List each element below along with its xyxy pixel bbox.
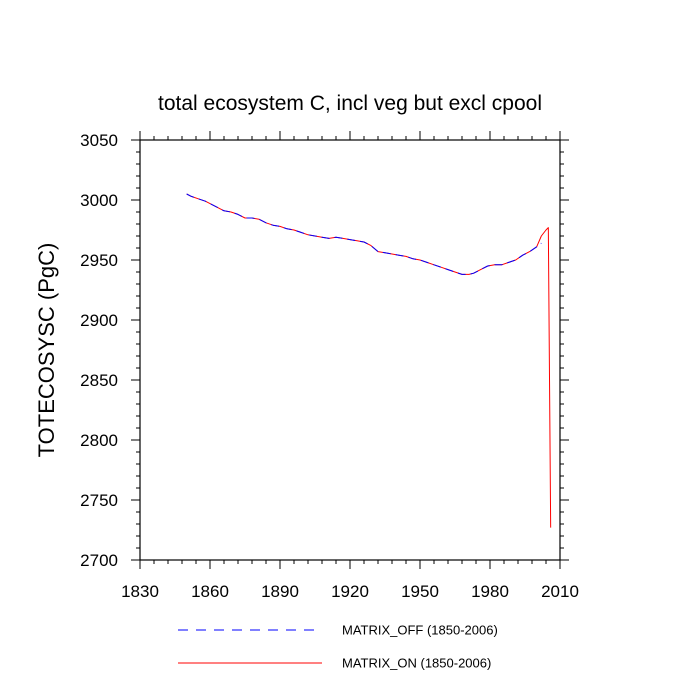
y-tick-label: 2950 bbox=[80, 251, 118, 270]
x-tick-label: 1920 bbox=[331, 582, 369, 601]
series-line-matrix-off bbox=[186, 193, 542, 275]
series-line-matrix-on bbox=[186, 193, 552, 528]
y-tick-label: 2900 bbox=[80, 311, 118, 330]
legend: MATRIX_OFF (1850-2006) MATRIX_ON (1850-2… bbox=[178, 623, 498, 671]
y-tick-label: 3050 bbox=[80, 131, 118, 150]
x-tick-label: 1950 bbox=[401, 582, 439, 601]
legend-label-matrix-on: MATRIX_ON (1850-2006) bbox=[342, 656, 491, 671]
x-tick-label: 1830 bbox=[121, 582, 159, 601]
chart-title: total ecosystem C, incl veg but excl cpo… bbox=[158, 92, 542, 115]
x-tick-label: 2010 bbox=[541, 582, 579, 601]
y-axis-label: TOTECOSYSC (PgC) bbox=[34, 243, 59, 458]
y-tick-labels: 2700 2750 2800 2850 2900 2950 3000 3050 bbox=[80, 131, 118, 570]
y-tick-label: 2750 bbox=[80, 491, 118, 510]
y-tick-label: 2700 bbox=[80, 551, 118, 570]
series-lines bbox=[186, 193, 552, 528]
x-tick-labels: 1830 1860 1890 1920 1950 1980 2010 bbox=[121, 582, 579, 601]
x-tick-label: 1980 bbox=[471, 582, 509, 601]
major-ticks bbox=[131, 131, 569, 569]
y-tick-label: 2800 bbox=[80, 431, 118, 450]
legend-label-matrix-off: MATRIX_OFF (1850-2006) bbox=[342, 623, 498, 638]
x-tick-label: 1860 bbox=[191, 582, 229, 601]
x-tick-label: 1890 bbox=[261, 582, 299, 601]
plot-frame bbox=[139, 139, 561, 561]
y-tick-label: 3000 bbox=[80, 191, 118, 210]
minor-ticks bbox=[136, 136, 564, 564]
y-tick-label: 2850 bbox=[80, 371, 118, 390]
